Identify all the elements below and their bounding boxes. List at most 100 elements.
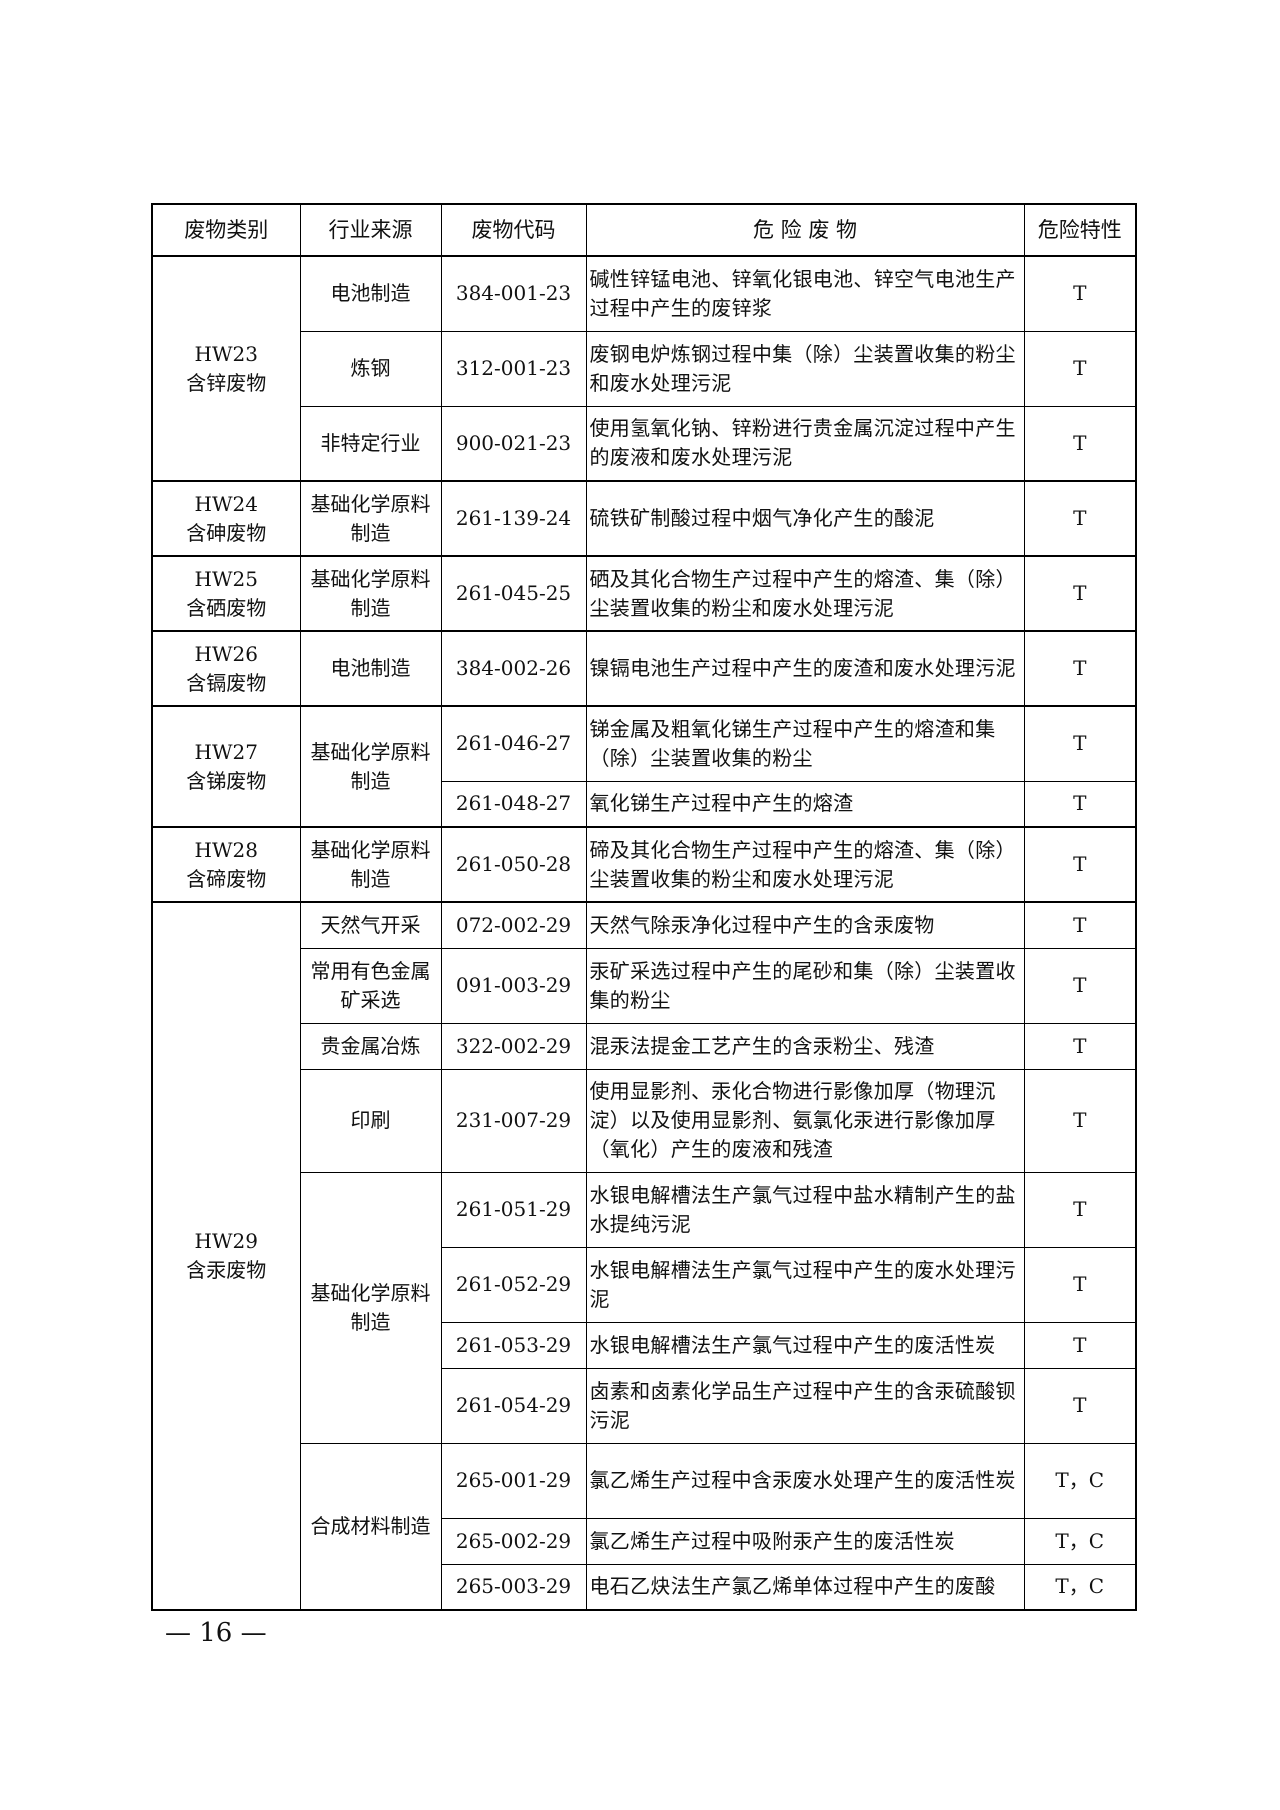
waste-description-cell: 天然气除汞净化过程中产生的含汞废物 <box>585 901 1025 949</box>
hazard-characteristic-cell: T <box>1023 1022 1137 1070</box>
waste-code-cell: 261-045-25 <box>440 555 587 632</box>
waste-code-cell: 384-002-26 <box>440 630 587 707</box>
category-name: 含汞废物 <box>186 1258 267 1282</box>
table-row: 基础化学原料制造 261-051-29 水银电解槽法生产氯气过程中盐水精制产生的盐水… <box>152 1171 1137 1444</box>
waste-description-cell: 电石乙炔法生产氯乙烯单体过程中产生的废酸 <box>585 1563 1025 1611</box>
table-row: 合成材料制造 265-001-29 氯乙烯生产过程中含汞废水处理产生的废活性炭 T，C <box>152 1442 1137 1611</box>
hazard-characteristic-cell: T，C <box>1023 1517 1137 1565</box>
industry-source-cell: 基础化学原料制造 <box>299 480 442 557</box>
waste-description-cell: 锑金属及粗氧化锑生产过程中产生的熔渣和集（除）尘装置收集的粉尘 <box>585 705 1025 782</box>
hazard-characteristic-cell: T <box>1023 330 1137 407</box>
waste-code-cell: 261-046-27 <box>440 705 587 782</box>
hazard-characteristic-cell: T，C <box>1023 1442 1137 1519</box>
category-name: 含锑废物 <box>186 768 267 793</box>
industry-source-cell: 炼钢 <box>299 330 442 407</box>
waste-category-cell: HW24 含砷废物 <box>151 480 301 557</box>
table-row: HW26 含镉废物 电池制造 384-002-26 镍镉电池生产过程中产生的废渣和废水处… <box>151 630 1137 707</box>
category-code: HW24 <box>194 491 258 516</box>
header-source: 行业来源 <box>299 203 442 257</box>
waste-description-cell: 水银电解槽法生产氯气过程中产生的废活性炭 <box>585 1321 1025 1369</box>
waste-code-cell: 261-052-29 <box>440 1246 587 1323</box>
waste-code-cell: 261-053-29 <box>440 1321 587 1369</box>
category-code: HW28 <box>194 837 258 862</box>
table-row: HW25 含硒废物 基础化学原料制造 261-045-25 硒及其化合物生产过程中产生的… <box>151 555 1137 632</box>
industry-source-cell: 基础化学原料制造 <box>299 826 442 903</box>
industry-source-cell: 电池制造 <box>299 255 442 332</box>
industry-source-cell: 基础化学原料制造 <box>299 705 442 828</box>
category-name: 含镉废物 <box>186 670 267 695</box>
waste-description-cell: 氯乙烯生产过程中吸附汞产生的废活性炭 <box>585 1517 1025 1565</box>
industry-source-cell: 印刷 <box>299 1068 442 1173</box>
industry-source-cell: 基础化学原料制造 <box>299 555 442 632</box>
industry-source-cell: 合成材料制造 <box>299 1442 442 1611</box>
table-row: 261-054-29 卤素和卤素化学品生产过程中产生的含汞硫酸钡污泥 T <box>152 1367 1137 1444</box>
waste-code-cell: 265-003-29 <box>440 1563 587 1611</box>
waste-description-cell: 水银电解槽法生产氯气过程中产生的废水处理污泥 <box>585 1246 1025 1323</box>
table-row: HW23 含锌废物 电池制造 384-001-23 碱性锌锰电池、锌氧化银电池、锌空气电… <box>151 255 1137 482</box>
hazard-characteristic-cell: T <box>1023 255 1137 332</box>
category-name: 含硒废物 <box>186 595 267 620</box>
waste-code-cell: 072-002-29 <box>440 901 587 949</box>
hazard-characteristic-cell: T <box>1023 1171 1137 1248</box>
waste-code-cell: 265-002-29 <box>440 1517 587 1565</box>
industry-source-cell: 非特定行业 <box>299 405 442 482</box>
hazard-characteristic-cell: T，C <box>1023 1563 1137 1611</box>
waste-description-cell: 使用氢氧化钠、锌粉进行贵金属沉淀过程中产生的废液和废水处理污泥 <box>585 405 1025 482</box>
waste-description-cell: 废钢电炉炼钢过程中集（除）尘装置收集的粉尘和废水处理污泥 <box>585 330 1025 407</box>
table-row: 265-003-29 电石乙炔法生产氯乙烯单体过程中产生的废酸 T，C <box>152 1563 1137 1611</box>
category-code: HW25 <box>194 566 258 591</box>
table-row: HW28 含碲废物 基础化学原料制造 261-050-28 碲及其化合物生产过程中产生的… <box>151 826 1137 903</box>
waste-description-cell: 卤素和卤素化学品生产过程中产生的含汞硫酸钡污泥 <box>585 1367 1025 1444</box>
hazard-characteristic-cell: T <box>1023 405 1137 482</box>
industry-source-cell: 天然气开采 <box>299 901 442 949</box>
waste-code-cell: 261-054-29 <box>440 1367 587 1444</box>
category-code: HW26 <box>194 641 258 666</box>
waste-description-cell: 混汞法提金工艺产生的含汞粉尘、残渣 <box>585 1022 1025 1070</box>
industry-source-cell: 电池制造 <box>299 630 442 707</box>
header-code: 废物代码 <box>440 203 587 257</box>
waste-code-cell: 384-001-23 <box>440 255 587 332</box>
table-header-row: 废物类别 行业来源 废物代码 危 险 废 物 危险特性 <box>151 203 1137 257</box>
waste-description-cell: 汞矿采选过程中产生的尾砂和集（除）尘装置收集的粉尘 <box>585 947 1025 1024</box>
waste-description-cell: 硒及其化合物生产过程中产生的熔渣、集（除）尘装置收集的粉尘和废水处理污泥 <box>585 555 1025 632</box>
waste-code-cell: 900-021-23 <box>440 405 587 482</box>
table-row: HW24 含砷废物 基础化学原料制造 261-139-24 硫铁矿制酸过程中烟气净化产生… <box>151 480 1137 557</box>
waste-code-cell: 091-003-29 <box>440 947 587 1024</box>
hazard-characteristic-cell: T <box>1023 1246 1137 1323</box>
hazard-characteristic-cell: T <box>1023 705 1137 782</box>
waste-description-cell: 水银电解槽法生产氯气过程中盐水精制产生的盐水提纯污泥 <box>585 1171 1025 1248</box>
table-row: 261-048-27 氧化锑生产过程中产生的熔渣 T <box>152 780 1137 828</box>
table-row: 常用有色金属矿采选 091-003-29 汞矿采选过程中产生的尾砂和集（除）尘装置收… <box>152 947 1137 1024</box>
table-row: 贵金属冶炼 322-002-29 混汞法提金工艺产生的含汞粉尘、残渣 T <box>152 1022 1137 1070</box>
hazard-characteristic-cell: T <box>1023 555 1137 632</box>
page-number: — 16 — <box>165 1618 267 1648</box>
waste-code-cell: 231-007-29 <box>440 1068 587 1173</box>
waste-description-cell: 氧化锑生产过程中产生的熔渣 <box>585 780 1025 828</box>
waste-category-cell: HW25 含硒废物 <box>151 555 301 632</box>
waste-category-cell: HW29 含汞废物 <box>151 901 301 1611</box>
waste-category-cell: HW23 含锌废物 <box>151 255 301 482</box>
waste-code-cell: 261-139-24 <box>440 480 587 557</box>
hazard-characteristic-cell: T <box>1023 1321 1137 1369</box>
hazard-characteristic-cell: T <box>1023 1068 1137 1173</box>
hazard-characteristic-cell: T <box>1023 780 1137 828</box>
table-row: 265-002-29 氯乙烯生产过程中吸附汞产生的废活性炭 T，C <box>152 1517 1137 1565</box>
table-row: HW27 含锑废物 基础化学原料制造 261-046-27 锑金属及粗氧化锑生产过程中产… <box>151 705 1137 828</box>
table-row: 炼钢 312-001-23 废钢电炉炼钢过程中集（除）尘装置收集的粉尘和废水处理污泥… <box>152 330 1137 407</box>
hazard-characteristic-cell: T <box>1023 630 1137 707</box>
waste-code-cell: 312-001-23 <box>440 330 587 407</box>
waste-description-cell: 碱性锌锰电池、锌氧化银电池、锌空气电池生产过程中产生的废锌浆 <box>585 255 1025 332</box>
waste-description-cell: 氯乙烯生产过程中含汞废水处理产生的废活性炭 <box>585 1442 1025 1519</box>
table-row: HW29 含汞废物 天然气开采 072-002-29 天然气除汞净化过程中产生的含汞废物… <box>151 901 1137 1611</box>
waste-description-cell: 镍镉电池生产过程中产生的废渣和废水处理污泥 <box>585 630 1025 707</box>
waste-category-cell: HW27 含锑废物 <box>151 705 301 828</box>
category-code: HW23 <box>194 341 258 366</box>
table-row: 非特定行业 900-021-23 使用氢氧化钠、锌粉进行贵金属沉淀过程中产生的废液和… <box>152 405 1137 482</box>
waste-description-cell: 使用显影剂、汞化合物进行影像加厚（物理沉淀）以及使用显影剂、氨氯化汞进行影像加厚… <box>585 1068 1025 1173</box>
waste-description-cell: 硫铁矿制酸过程中烟气净化产生的酸泥 <box>585 480 1025 557</box>
hazard-characteristic-cell: T <box>1023 901 1137 949</box>
hazard-characteristic-cell: T <box>1023 947 1137 1024</box>
hazard-characteristic-cell: T <box>1023 480 1137 557</box>
waste-category-cell: HW26 含镉废物 <box>151 630 301 707</box>
table-row: 261-053-29 水银电解槽法生产氯气过程中产生的废活性炭 T <box>152 1321 1137 1369</box>
